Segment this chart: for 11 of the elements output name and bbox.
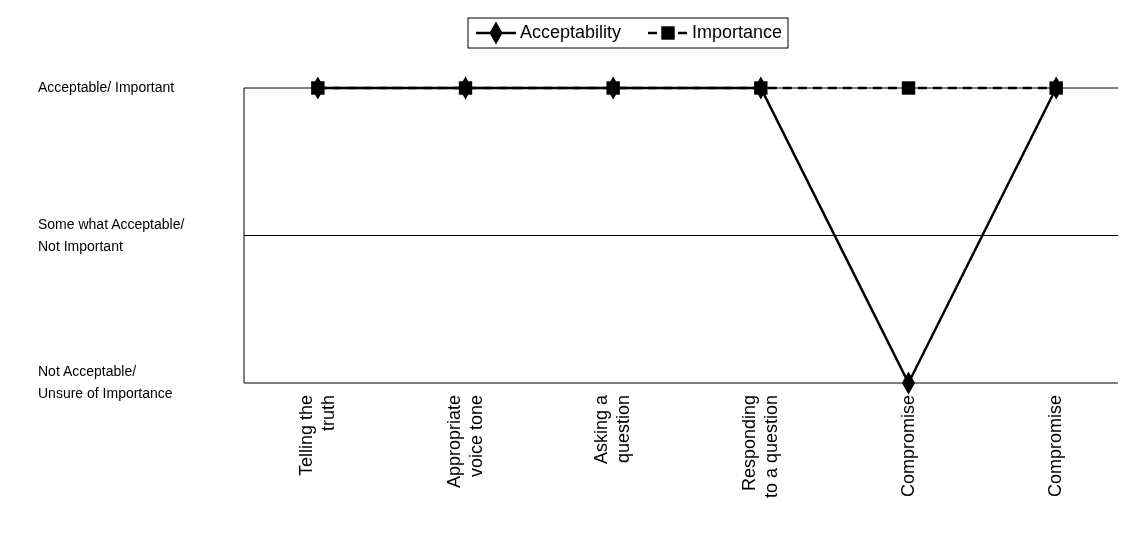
x-tick-label: Compromise — [1044, 395, 1065, 498]
legend-label: Acceptability — [520, 21, 622, 42]
text: Acceptable/ Important — [38, 78, 175, 95]
text: Not Acceptable/ Unsure of Importance — [38, 362, 173, 401]
text: Some what Acceptable/ Not Important — [38, 215, 185, 254]
x-tick-label: Appropriate voice tone — [443, 395, 486, 489]
x-tick-label: Responding to a question — [738, 395, 781, 499]
x-tick-label: Asking a question — [590, 394, 633, 465]
x-tick-label: Telling the truth — [295, 395, 338, 477]
legend-label: Importance — [692, 21, 783, 42]
x-tick-label: Compromise — [897, 395, 918, 498]
